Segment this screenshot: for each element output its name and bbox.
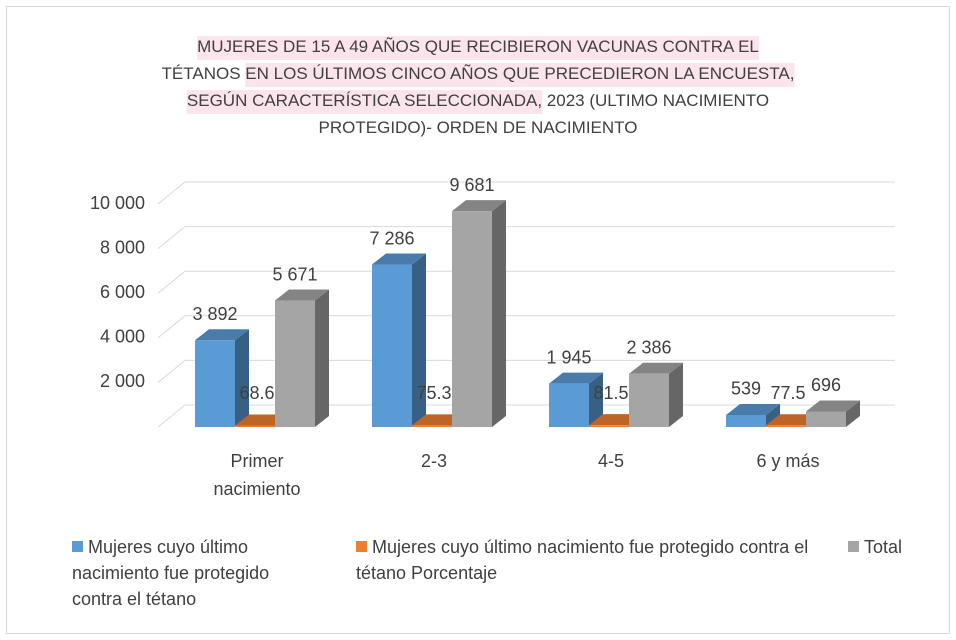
bar — [195, 329, 249, 427]
bar — [549, 372, 603, 427]
title-segment: SEGÚN CARACTERÍSTICA SELECCIONADA, — [187, 91, 542, 110]
legend-item: Total — [848, 534, 956, 560]
title-segment: MUJERES DE 15 A 49 AÑOS QUE RECIBIERON V… — [197, 37, 759, 56]
title-segment: TÉTANOS — [162, 64, 246, 83]
title-segment: PROTEGIDO)- ORDEN DE NACIMIENTO — [319, 118, 638, 137]
bar-top — [275, 289, 329, 301]
y-tick-label: 4 000 — [100, 327, 145, 347]
data-label: 696 — [811, 375, 841, 395]
data-label: 5 671 — [272, 264, 317, 284]
bar-front — [726, 414, 766, 427]
legend-label: Total — [864, 537, 903, 557]
grid-line — [157, 315, 895, 339]
bar-front — [452, 211, 492, 427]
title-segment: EN LOS ÚLTIMOS CINCO AÑOS QUE PRECEDIERO… — [245, 64, 794, 83]
x-tick-label: 6 y más — [756, 451, 819, 471]
bar — [452, 200, 506, 427]
bar-side — [589, 372, 603, 427]
bar-side — [412, 253, 426, 427]
bar-side — [669, 362, 683, 427]
chart-title: MUJERES DE 15 A 49 AÑOS QUE RECIBIERON V… — [197, 37, 759, 56]
grid-line — [157, 359, 895, 383]
data-label: 77.5 — [770, 383, 805, 403]
y-tick-label: 2 000 — [100, 371, 145, 391]
data-label: 539 — [731, 379, 761, 399]
data-label: 7 286 — [369, 228, 414, 248]
bar-side — [846, 400, 860, 427]
x-tick-label: 2-3 — [421, 451, 447, 471]
chart-title: TÉTANOS EN LOS ÚLTIMOS CINCO AÑOS QUE PR… — [162, 64, 795, 83]
chart-title: PROTEGIDO)- ORDEN DE NACIMIENTO — [319, 118, 638, 137]
data-label: 68.6 — [239, 383, 274, 403]
bar-side — [315, 289, 329, 427]
bar-front — [412, 425, 452, 427]
legend-item: Mujeres cuyo último nacimiento fue prote… — [356, 534, 816, 586]
bar-front — [195, 340, 235, 427]
x-tick-label: nacimiento — [213, 479, 300, 499]
legend-swatch — [72, 541, 83, 552]
y-tick-label: 6 000 — [100, 282, 145, 302]
title-highlight — [186, 90, 543, 114]
bar-top — [806, 400, 860, 412]
legend-label: Mujeres cuyo último nacimiento fue prote… — [356, 537, 809, 583]
grid-line — [157, 226, 895, 249]
bar — [629, 362, 683, 427]
y-tick-label: 8 000 — [100, 237, 145, 257]
data-label: 9 681 — [449, 175, 494, 195]
x-tick-label: 4-5 — [598, 451, 624, 471]
bar — [275, 289, 329, 427]
legend-swatch — [848, 541, 859, 552]
bar-front — [806, 411, 846, 427]
bar-top — [372, 253, 426, 265]
data-label: 81.5 — [593, 383, 628, 403]
title-highlight — [197, 36, 759, 60]
bar-side — [492, 200, 506, 427]
bar — [372, 253, 426, 427]
bar-top — [726, 403, 780, 415]
data-label: 75.3 — [416, 383, 451, 403]
x-tick-label: Primer — [231, 451, 284, 471]
bar-front — [766, 425, 806, 427]
bar — [726, 403, 780, 427]
bar-front — [589, 425, 629, 427]
legend-item: Mujeres cuyo último nacimiento fue prote… — [72, 534, 322, 612]
data-label: 1 945 — [546, 347, 591, 367]
bar-top — [452, 200, 506, 212]
bar-side — [766, 403, 780, 427]
title-highlight — [245, 63, 795, 87]
bar-front — [629, 373, 669, 427]
bar-top — [195, 329, 249, 341]
chart-title: SEGÚN CARACTERÍSTICA SELECCIONADA, 2023 … — [187, 91, 769, 110]
grid-line — [157, 181, 895, 205]
legend-label: Mujeres cuyo último nacimiento fue prote… — [72, 537, 270, 609]
data-label: 3 892 — [192, 304, 237, 324]
bar-top — [549, 372, 603, 384]
title-segment: 2023 (ULTIMO NACIMIENTO — [542, 91, 769, 110]
grid-line — [157, 270, 895, 294]
bar — [806, 400, 860, 427]
legend-swatch — [356, 541, 367, 552]
bar-top — [629, 362, 683, 374]
bar-front — [235, 425, 275, 427]
bar-side — [235, 329, 249, 427]
bar-front — [275, 300, 315, 427]
bar-front — [372, 264, 412, 427]
y-tick-label: 10 000 — [90, 193, 145, 213]
data-label: 2 386 — [626, 338, 671, 358]
bar-front — [549, 383, 589, 427]
